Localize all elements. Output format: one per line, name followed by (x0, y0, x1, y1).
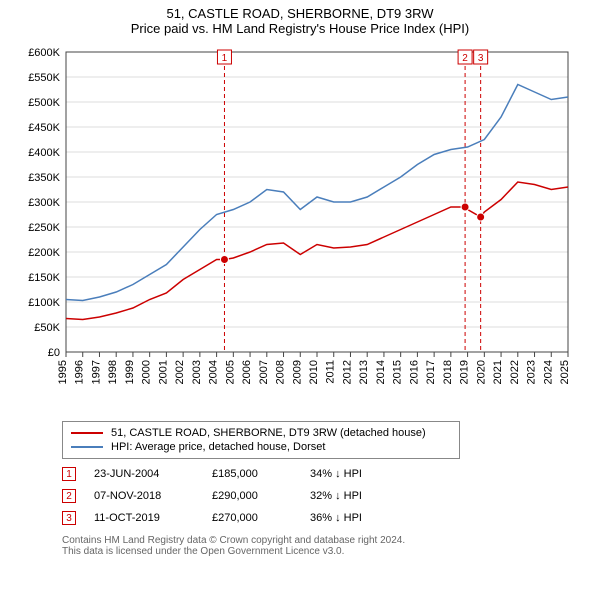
event-marker: 1 (62, 467, 76, 481)
legend-label-hpi: HPI: Average price, detached house, Dors… (111, 441, 325, 453)
svg-text:2022: 2022 (509, 360, 521, 384)
svg-text:2011: 2011 (325, 360, 337, 384)
legend-line-hpi (71, 446, 103, 448)
footer: Contains HM Land Registry data © Crown c… (62, 535, 580, 557)
event-diff: 34% ↓ HPI (310, 468, 410, 480)
svg-text:2017: 2017 (425, 360, 437, 384)
event-date: 23-JUN-2004 (94, 468, 194, 480)
svg-text:£600K: £600K (28, 47, 60, 59)
chart-container: 51, CASTLE ROAD, SHERBORNE, DT9 3RW Pric… (0, 0, 600, 590)
svg-text:2002: 2002 (174, 360, 186, 384)
svg-text:£500K: £500K (28, 97, 60, 109)
chart-title-line1: 51, CASTLE ROAD, SHERBORNE, DT9 3RW (0, 0, 600, 21)
svg-text:2019: 2019 (459, 360, 471, 384)
svg-text:1: 1 (222, 53, 228, 64)
svg-text:2004: 2004 (208, 360, 220, 384)
svg-text:2013: 2013 (358, 360, 370, 384)
event-list: 1 23-JUN-2004 £185,000 34% ↓ HPI 2 07-NOV-201… (62, 463, 580, 529)
event-date: 07-NOV-2018 (94, 490, 194, 502)
svg-text:£350K: £350K (28, 172, 60, 184)
svg-text:2020: 2020 (475, 360, 487, 384)
event-diff: 32% ↓ HPI (310, 490, 410, 502)
event-diff: 36% ↓ HPI (310, 512, 410, 524)
svg-text:2014: 2014 (375, 360, 387, 384)
svg-text:2018: 2018 (442, 360, 454, 384)
svg-text:£300K: £300K (28, 197, 60, 209)
svg-text:2006: 2006 (241, 360, 253, 384)
svg-text:£0: £0 (48, 347, 60, 359)
svg-text:2024: 2024 (542, 360, 554, 384)
svg-text:£250K: £250K (28, 222, 60, 234)
svg-text:3: 3 (478, 53, 484, 64)
svg-text:1996: 1996 (74, 360, 86, 384)
legend: 51, CASTLE ROAD, SHERBORNE, DT9 3RW (det… (62, 421, 460, 459)
svg-text:1998: 1998 (107, 360, 119, 384)
chart-title-line2: Price paid vs. HM Land Registry's House … (0, 21, 600, 40)
svg-text:£400K: £400K (28, 147, 60, 159)
legend-item-property: 51, CASTLE ROAD, SHERBORNE, DT9 3RW (det… (71, 426, 451, 440)
svg-text:2023: 2023 (526, 360, 538, 384)
svg-text:2001: 2001 (157, 360, 169, 384)
svg-text:2010: 2010 (308, 360, 320, 384)
event-row: 2 07-NOV-2018 £290,000 32% ↓ HPI (62, 485, 580, 507)
footer-line1: Contains HM Land Registry data © Crown c… (62, 535, 580, 546)
event-marker: 3 (62, 511, 76, 525)
svg-text:£450K: £450K (28, 122, 60, 134)
event-marker: 2 (62, 489, 76, 503)
svg-text:£550K: £550K (28, 72, 60, 84)
footer-line2: This data is licensed under the Open Gov… (62, 546, 580, 557)
event-date: 11-OCT-2019 (94, 512, 194, 524)
svg-text:1999: 1999 (124, 360, 136, 384)
event-price: £290,000 (212, 490, 292, 502)
svg-text:2: 2 (462, 53, 468, 64)
svg-text:2003: 2003 (191, 360, 203, 384)
event-row: 1 23-JUN-2004 £185,000 34% ↓ HPI (62, 463, 580, 485)
svg-text:2025: 2025 (559, 360, 571, 384)
svg-text:2005: 2005 (224, 360, 236, 384)
legend-line-property (71, 432, 103, 434)
svg-text:2021: 2021 (492, 360, 504, 384)
svg-text:£50K: £50K (34, 322, 60, 334)
svg-text:2000: 2000 (141, 360, 153, 384)
svg-text:2015: 2015 (392, 360, 404, 384)
event-row: 3 11-OCT-2019 £270,000 36% ↓ HPI (62, 507, 580, 529)
event-price: £185,000 (212, 468, 292, 480)
svg-text:1997: 1997 (90, 360, 102, 384)
svg-text:1995: 1995 (57, 360, 69, 384)
chart-plot-area: £0 £50K £100K £150K £200K £250K £300K £350K £400… (20, 40, 580, 415)
svg-text:2009: 2009 (291, 360, 303, 384)
svg-text:2007: 2007 (258, 360, 270, 384)
svg-text:2012: 2012 (341, 360, 353, 384)
svg-text:£150K: £150K (28, 272, 60, 284)
svg-text:£100K: £100K (28, 297, 60, 309)
svg-text:2016: 2016 (408, 360, 420, 384)
legend-item-hpi: HPI: Average price, detached house, Dors… (71, 440, 451, 454)
event-price: £270,000 (212, 512, 292, 524)
svg-text:2008: 2008 (275, 360, 287, 384)
legend-label-property: 51, CASTLE ROAD, SHERBORNE, DT9 3RW (det… (111, 427, 426, 439)
svg-text:£200K: £200K (28, 247, 60, 259)
